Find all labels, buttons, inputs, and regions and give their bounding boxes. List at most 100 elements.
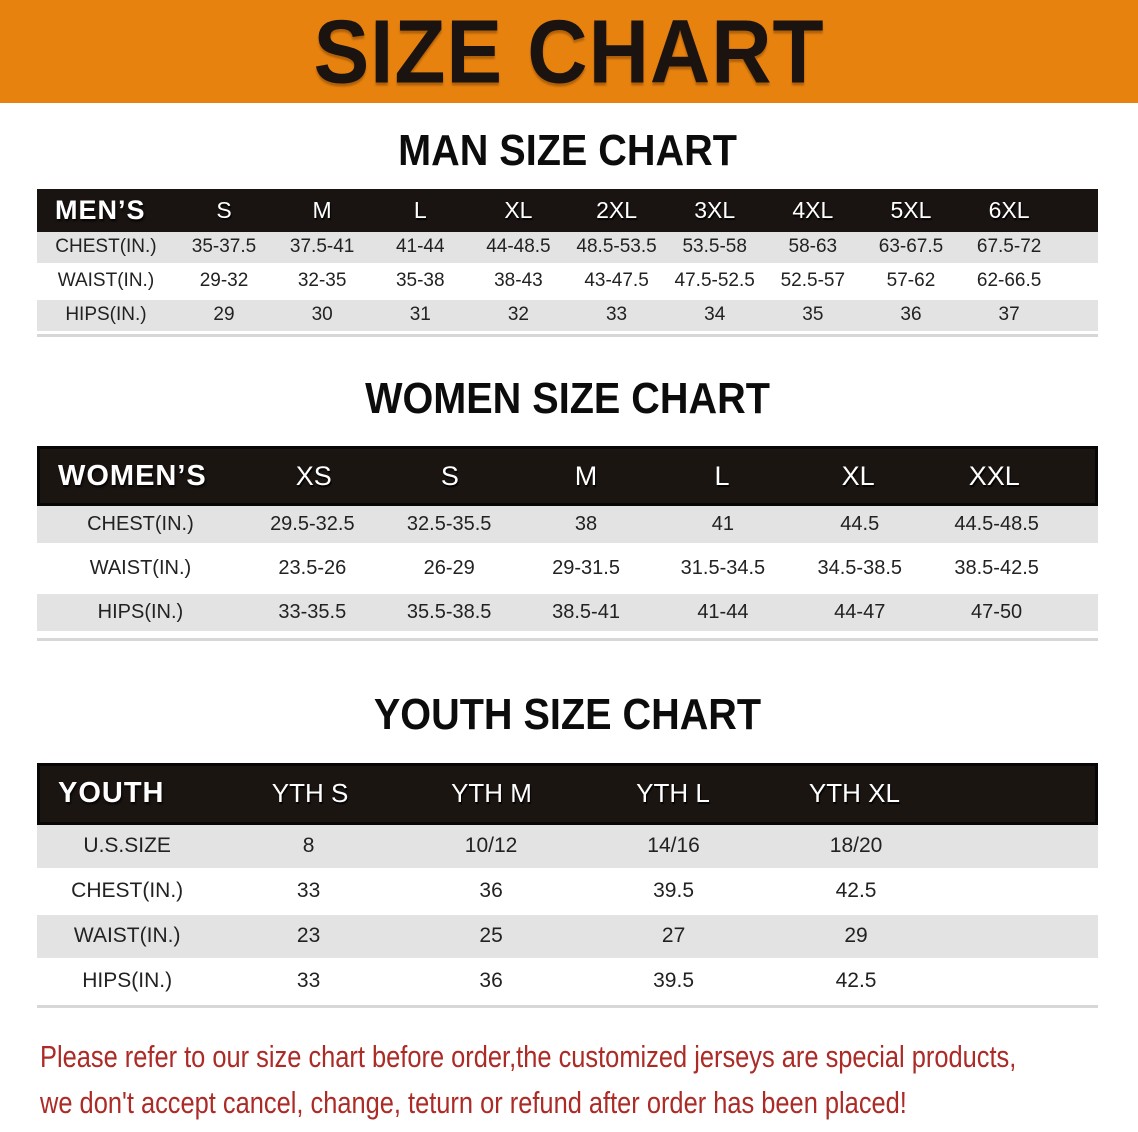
cell-value: 36 <box>479 879 503 903</box>
cell-value: 38-43 <box>494 270 543 292</box>
cell-value: 29-32 <box>199 270 249 292</box>
cell-value: 29-31.5 <box>552 557 620 580</box>
table-row: HIPS(IN.) 29 30 31 32 33 34 35 36 37 <box>37 299 1098 331</box>
cell-value: 33 <box>296 879 321 903</box>
column-header: YTH L <box>636 778 710 809</box>
table-row: HIPS(IN.) 33-35.5 35.5-38.5 38.5-41 41-44 44-… <box>37 594 1098 632</box>
size-section: WOMEN SIZE CHART WOMEN’S XS S M L XL XXL CHEST… <box>37 374 1098 642</box>
cell-value: 32.5-35.5 <box>406 513 492 536</box>
column-header: 2XL <box>596 196 638 223</box>
column-header: XL <box>841 460 875 491</box>
column-header: S <box>216 196 232 223</box>
table-header-label: MEN’S <box>55 194 146 225</box>
cell-value: 32-35 <box>297 270 347 292</box>
column-header: S <box>440 460 459 491</box>
cell-value: 8 <box>302 834 315 858</box>
row-label: HIPS(IN.) <box>82 969 173 993</box>
section-heading: MAN SIZE CHART <box>398 126 737 175</box>
banner: SIZE CHART <box>0 0 1138 103</box>
column-header: L <box>714 460 730 491</box>
column-header: 4XL <box>792 196 834 223</box>
cell-value: 23.5-26 <box>278 557 347 580</box>
column-header: XL <box>504 196 533 223</box>
cell-value: 26-29 <box>423 557 475 580</box>
table-header-row: YOUTH YTH S YTH M YTH L YTH XL <box>37 762 1098 825</box>
section-heading: YOUTH SIZE CHART <box>373 690 762 740</box>
row-label: CHEST(IN.) <box>55 236 157 258</box>
cell-value: 44.5 <box>840 513 880 536</box>
cell-value: 30 <box>311 304 333 326</box>
column-header: L <box>413 196 427 223</box>
cell-value: 25 <box>479 924 503 948</box>
row-label: WAIST(IN.) <box>89 557 192 580</box>
column-header: 6XL <box>988 196 1030 223</box>
cell-value: 39.5 <box>653 969 694 993</box>
row-label: CHEST(IN.) <box>71 879 184 903</box>
cell-value: 37.5-41 <box>289 236 355 258</box>
cell-value: 31 <box>409 304 431 326</box>
table-row: WAIST(IN.) 23 25 27 29 <box>37 914 1098 958</box>
cell-value: 34 <box>704 304 726 326</box>
cell-value: 43-47.5 <box>584 270 649 292</box>
cell-value: 41-44 <box>697 601 749 624</box>
cell-value: 33 <box>296 969 321 993</box>
cell-value: 29 <box>844 924 868 948</box>
cell-value: 35-37.5 <box>191 236 257 258</box>
cell-value: 41 <box>711 513 735 536</box>
column-header: M <box>574 460 598 491</box>
table-bottom-rule <box>37 638 1098 642</box>
table-row: WAIST(IN.) 29-32 32-35 35-38 38-43 43-47.5 47.… <box>37 266 1098 297</box>
table-header-label: WOMEN’S <box>58 459 207 492</box>
column-header: XS <box>295 460 332 491</box>
cell-value: 42.5 <box>835 969 877 993</box>
table-header-label: YOUTH <box>58 777 165 810</box>
table-header-row: MEN’S S M L XL 2XL 3XL 4XL 5XL 6XL <box>37 188 1098 232</box>
column-header: 3XL <box>694 196 736 223</box>
table-bottom-rule <box>37 333 1098 337</box>
cell-value: 38 <box>574 513 598 536</box>
cell-value: 57-62 <box>886 270 936 292</box>
row-label: WAIST(IN.) <box>57 270 155 292</box>
table-row: CHEST(IN.) 29.5-32.5 32.5-35.5 38 41 44.5 44.5… <box>37 506 1098 544</box>
cell-value: 44.5-48.5 <box>954 513 1039 536</box>
column-header: 5XL <box>890 196 932 223</box>
table-row: CHEST(IN.) 35-37.5 37.5-41 41-44 44-48.5 48.5… <box>37 231 1098 263</box>
cell-value: 38.5-41 <box>552 601 620 624</box>
column-header: XXL <box>968 460 1020 491</box>
cell-value: 31.5-34.5 <box>680 557 766 580</box>
table-body: CHEST(IN.) 29.5-32.5 32.5-35.5 38 41 44.5 44.5… <box>37 506 1098 632</box>
row-label: U.S.SIZE <box>83 834 171 858</box>
cell-value: 47-50 <box>971 601 1023 624</box>
table-body: U.S.SIZE 8 10/12 14/16 18/20 CHEST(IN.) 33 36 39… <box>37 824 1098 1003</box>
cell-value: 58-63 <box>788 236 838 258</box>
cell-value: 33 <box>605 304 628 326</box>
charts-main: MAN SIZE CHART MEN’S S M L XL 2XL 3XL 4XL 5XL 6XL… <box>0 127 1138 1008</box>
cell-value: 52.5-57 <box>780 270 846 292</box>
table-row: U.S.SIZE 8 10/12 14/16 18/20 <box>37 824 1098 868</box>
cell-value: 14/16 <box>647 834 700 858</box>
cell-value: 63-67.5 <box>878 236 944 258</box>
cell-value: 38.5-42.5 <box>954 557 1039 580</box>
cell-value: 34.5-38.5 <box>817 557 903 580</box>
cell-value: 42.5 <box>835 879 877 903</box>
table-header-row: WOMEN’S XS S M L XL XXL <box>37 446 1098 507</box>
table-row: WAIST(IN.) 23.5-26 26-29 29-31.5 31.5-34.5 34… <box>37 550 1098 587</box>
cell-value: 36 <box>900 304 922 326</box>
cell-value: 37 <box>998 304 1020 326</box>
column-header: M <box>312 196 332 223</box>
row-label: WAIST(IN.) <box>73 924 181 948</box>
row-label: HIPS(IN.) <box>65 304 147 326</box>
cell-value: 36 <box>479 969 503 993</box>
size-table: YOUTH YTH S YTH M YTH L YTH XL U.S.SIZE 8 10/1… <box>37 762 1098 1008</box>
disclaimer: Please refer to our size chart before or… <box>40 1034 1016 1127</box>
cell-value: 27 <box>661 924 686 948</box>
cell-value: 39.5 <box>653 879 694 903</box>
disclaimer-line-2: we don't accept cancel, change, teturn o… <box>40 1085 907 1121</box>
cell-value: 29 <box>213 304 235 326</box>
cell-value: 47.5-52.5 <box>674 270 755 292</box>
size-table: WOMEN’S XS S M L XL XXL CHEST(IN.) 29.5-32.5 32.… <box>37 446 1098 642</box>
cell-value: 35-38 <box>395 270 445 292</box>
cell-value: 18/20 <box>829 834 883 858</box>
column-header: YTH S <box>271 778 349 809</box>
